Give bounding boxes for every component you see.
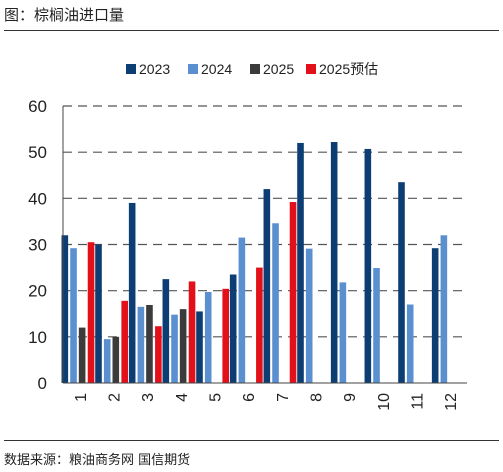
y-tick-label: 60 [28, 97, 47, 116]
bar-2025-month-3 [155, 326, 162, 383]
x-tick-label: 9 [342, 393, 359, 402]
bar-2024-month-12 [440, 235, 448, 383]
x-tick-label: 8 [309, 393, 326, 402]
y-tick-label: 20 [28, 282, 47, 301]
x-tick-label: 5 [208, 393, 225, 402]
bar-2024-month-10 [373, 268, 380, 383]
legend-swatch-2025 [250, 64, 260, 74]
bar-2024-month-7 [272, 223, 279, 383]
bar-2024-month-8 [305, 248, 313, 383]
legend-label-2025: 2025 [263, 61, 294, 77]
bar-2025-month-4 [188, 281, 196, 383]
bar-2023-month-10 [364, 148, 372, 383]
source-note: 数据来源：粮油商务网 国信期货 [4, 453, 191, 468]
x-tick-label: 3 [140, 393, 157, 402]
y-tick-labels: 0 10 20 30 40 50 60 [28, 97, 47, 393]
legend-label-2025: 2025预估 [319, 61, 378, 77]
x-tick-label: 6 [241, 393, 258, 402]
bar-2024-month-5 [204, 292, 212, 383]
legend-label-2024: 2024 [201, 61, 232, 77]
bar-2025-month-2 [121, 300, 128, 383]
bar-2023-month-4 [162, 279, 170, 383]
axes [62, 106, 467, 384]
x-tick-labels: 1 2 3 4 5 6 7 8 9 10 11 12 [73, 393, 460, 411]
bar-2023-month-2 [95, 244, 102, 383]
bar-2023-month-5 [196, 311, 203, 383]
y-tick-label: 30 [28, 236, 47, 255]
bar-2024-month-4 [171, 314, 178, 383]
bar-2023-month-1 [61, 235, 69, 383]
figure-title: 图：棕榈油进口量 [4, 6, 125, 24]
x-tick-label: 1 [73, 393, 90, 402]
bar-2025-month-6 [256, 267, 263, 383]
bar-2023-month-9 [330, 142, 338, 383]
bar-2025-month-7 [289, 202, 297, 383]
y-tick-label: 40 [28, 189, 47, 208]
bar-2024-month-11 [406, 304, 414, 383]
bar-2023-month-11 [398, 182, 405, 383]
bar-2024-month-6 [238, 237, 246, 383]
bar-2025-month-3 [146, 304, 153, 383]
x-tick-label: 10 [376, 393, 393, 411]
y-tick-label: 10 [28, 328, 47, 347]
bar-2024-month-3 [137, 306, 145, 383]
bar-2023-month-7 [263, 189, 271, 383]
bar-2024-month-9 [339, 282, 347, 383]
x-tick-label: 7 [275, 393, 292, 402]
bar-2025-month-4 [179, 309, 187, 383]
bar-2023-month-8 [297, 142, 304, 383]
bar-2025-month-5 [222, 288, 229, 383]
bar-2025-month-2 [112, 336, 120, 383]
x-tick-label: 4 [174, 393, 191, 402]
legend-swatch-2024 [188, 64, 198, 74]
x-tick-label: 2 [107, 393, 124, 402]
bar-2024-month-1 [70, 248, 77, 383]
x-tick-label: 11 [410, 393, 427, 410]
bottom-rule [4, 440, 499, 441]
y-tick-label: 50 [28, 143, 47, 162]
bars [61, 142, 448, 383]
bar-2025-month-1 [78, 327, 86, 383]
bar-2023-month-6 [229, 274, 237, 383]
legend-swatch-2025 [306, 64, 316, 74]
bar-2023-month-3 [128, 202, 136, 383]
x-tick-label: 12 [443, 393, 460, 411]
legend-swatch-2023 [126, 64, 136, 74]
bar-2023-month-12 [431, 248, 439, 383]
bar-2025-month-1 [87, 242, 95, 383]
y-tick-label: 0 [38, 374, 47, 393]
legend-label-2023: 2023 [139, 61, 170, 77]
legend: 2023 2024 2025 2025预估 [126, 61, 378, 77]
bar-2024-month-2 [103, 339, 111, 383]
top-rule [4, 30, 499, 31]
